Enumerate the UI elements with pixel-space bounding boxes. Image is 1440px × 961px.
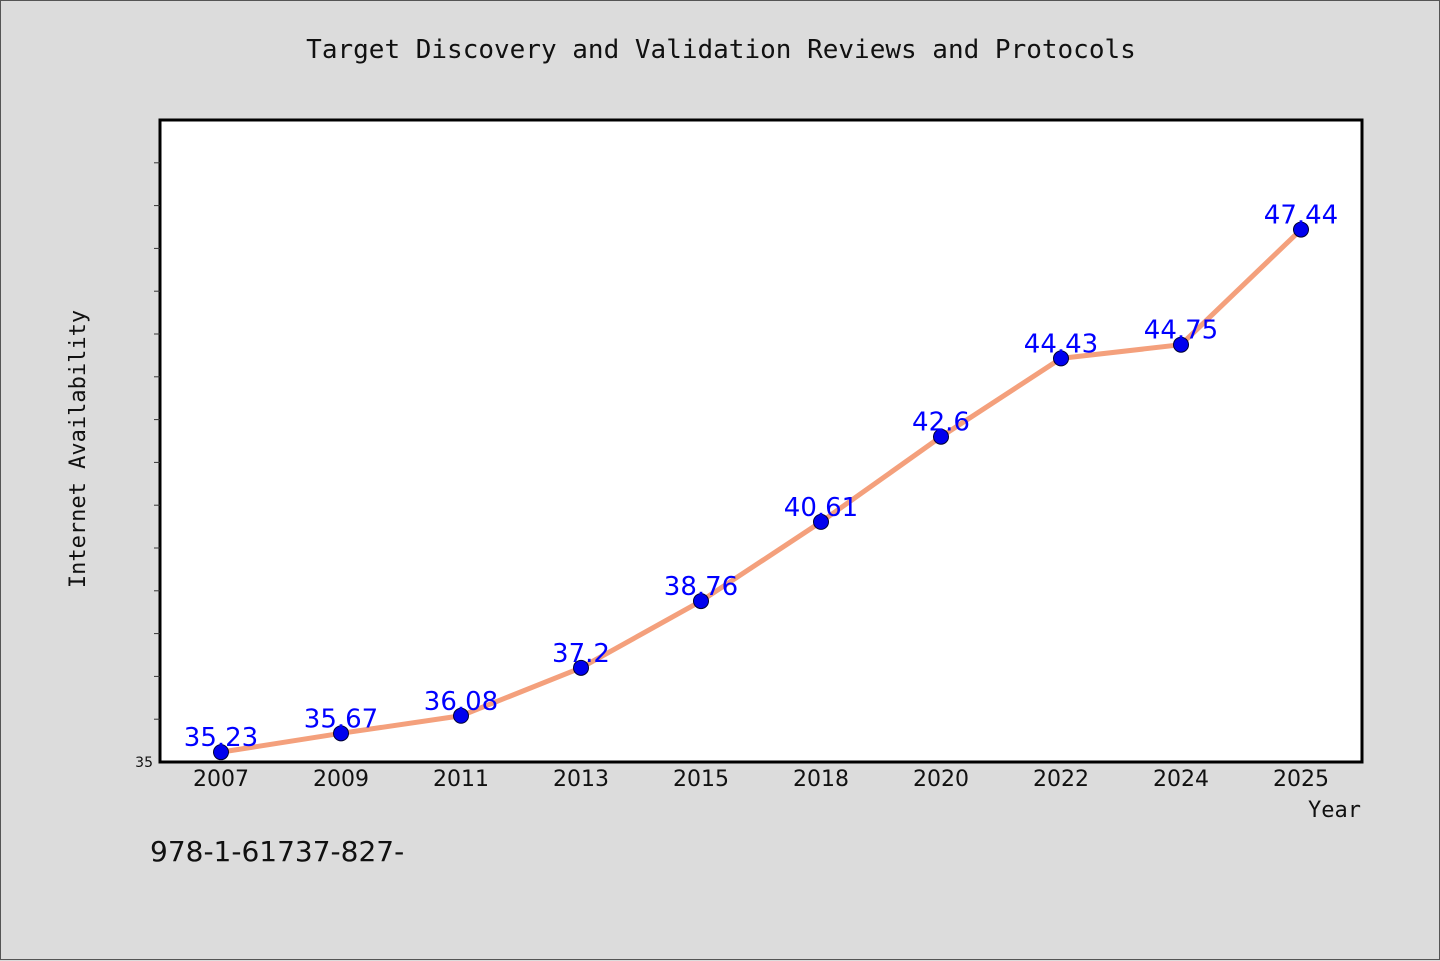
- x-tick-label: 2015: [673, 767, 729, 792]
- series-markers: [213, 221, 1309, 761]
- data-label: 37.2: [552, 639, 610, 669]
- data-point: [1053, 350, 1069, 367]
- x-axis-label: Year: [1308, 798, 1361, 823]
- data-point: [693, 593, 709, 610]
- x-tick-label: 2018: [793, 767, 849, 792]
- x-tick-label: 2009: [313, 767, 369, 792]
- data-point: [813, 513, 829, 530]
- data-point: [1293, 221, 1309, 238]
- y-tick-label-35: 35: [135, 755, 153, 771]
- x-tick-label: 2020: [913, 767, 969, 792]
- x-tick-label: 2013: [553, 767, 609, 792]
- data-point: [333, 725, 349, 742]
- data-label: 44.75: [1144, 316, 1218, 346]
- data-label: 44.43: [1024, 329, 1098, 359]
- chart-title: Target Discovery and Validation Reviews …: [306, 35, 1136, 65]
- data-point: [573, 659, 589, 676]
- data-label: 35.67: [304, 704, 378, 734]
- y-axis-label: Internet Availability: [66, 310, 91, 588]
- data-point: [1173, 336, 1189, 353]
- plot-area: [158, 118, 1364, 764]
- data-label: 47.44: [1264, 201, 1338, 231]
- y-axis-ticks: [154, 162, 160, 720]
- data-labels: 35.23 35.67 36.08 37.2 38.76 40.61 42.6 44.43 44…: [184, 201, 1338, 754]
- x-tick-label: 2025: [1273, 767, 1329, 792]
- x-tick-label: 2024: [1153, 767, 1209, 792]
- data-label: 42.6: [912, 408, 970, 438]
- data-point: [213, 744, 229, 761]
- data-point: [933, 428, 949, 445]
- data-label: 36.08: [424, 687, 498, 717]
- data-label: 40.61: [784, 493, 858, 523]
- x-axis-tick-labels: 2007 2009 2011 2013 2015 2018 2020 2022 2024 2025: [193, 767, 1329, 792]
- data-point: [453, 707, 469, 724]
- data-label: 35.23: [184, 723, 258, 753]
- x-tick-label: 2007: [193, 767, 249, 792]
- data-label: 38.76: [664, 572, 738, 602]
- series-line: [220, 227, 1303, 755]
- x-tick-label: 2011: [433, 767, 489, 792]
- footnote: 978-1-61737-827-: [150, 835, 405, 868]
- x-tick-label: 2022: [1033, 767, 1089, 792]
